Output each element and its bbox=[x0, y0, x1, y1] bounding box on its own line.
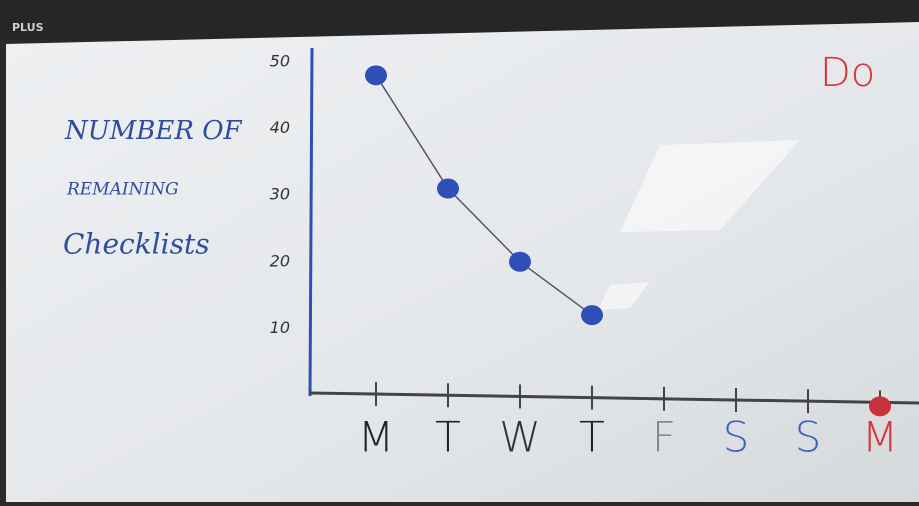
x-tick-label: M bbox=[358, 413, 394, 462]
y-label-line: NUMBER OF bbox=[64, 116, 243, 146]
point bbox=[509, 251, 531, 272]
y-label-line: REMAINING bbox=[66, 180, 179, 200]
y-tick-label: 40 bbox=[270, 118, 290, 137]
y-tick-label: 10 bbox=[270, 318, 290, 337]
bar-title: PLUS bbox=[12, 21, 44, 34]
point bbox=[365, 65, 387, 86]
x-tick-label: S bbox=[723, 413, 750, 462]
y-axis bbox=[308, 47, 314, 397]
whiteboard bbox=[6, 22, 919, 502]
annotation: Do bbox=[820, 50, 875, 96]
x-axis bbox=[309, 391, 919, 405]
x-tick-label: M bbox=[862, 413, 898, 462]
x-tick-label: T bbox=[579, 413, 605, 462]
y-tick-label: 20 bbox=[270, 251, 290, 270]
x-tick-label: W bbox=[499, 413, 541, 462]
glare bbox=[620, 140, 800, 232]
x-tick-label: S bbox=[795, 413, 822, 462]
x-tick-label: F bbox=[652, 413, 676, 462]
y-tick-label: 30 bbox=[270, 185, 290, 204]
point bbox=[437, 178, 459, 199]
y-label-line: Checklists bbox=[63, 228, 210, 261]
glare bbox=[598, 282, 650, 310]
point bbox=[869, 396, 891, 417]
point bbox=[581, 305, 603, 326]
x-tick-label: T bbox=[435, 413, 461, 462]
line bbox=[375, 74, 593, 316]
y-tick-label: 50 bbox=[270, 52, 290, 71]
